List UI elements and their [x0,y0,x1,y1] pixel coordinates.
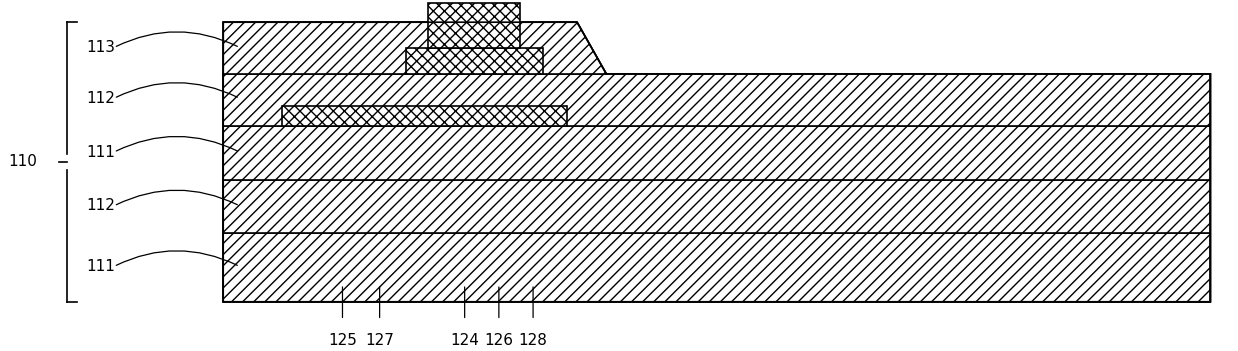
Text: 110: 110 [9,154,37,170]
Polygon shape [223,22,1211,302]
Text: 112: 112 [87,198,115,213]
Text: 126: 126 [484,333,514,348]
Polygon shape [223,180,1211,233]
Text: 113: 113 [87,40,115,55]
Text: 124: 124 [451,333,479,348]
Polygon shape [428,3,520,48]
Text: 128: 128 [519,333,547,348]
Text: 112: 112 [87,91,115,106]
Text: 111: 111 [87,145,115,160]
Polygon shape [223,126,1211,180]
Polygon shape [223,233,1211,302]
Polygon shape [282,106,567,126]
Polygon shape [223,74,1211,126]
Text: 111: 111 [87,259,115,274]
Text: 127: 127 [365,333,394,348]
Polygon shape [223,22,607,74]
Polygon shape [406,48,542,74]
Text: 125: 125 [328,333,357,348]
